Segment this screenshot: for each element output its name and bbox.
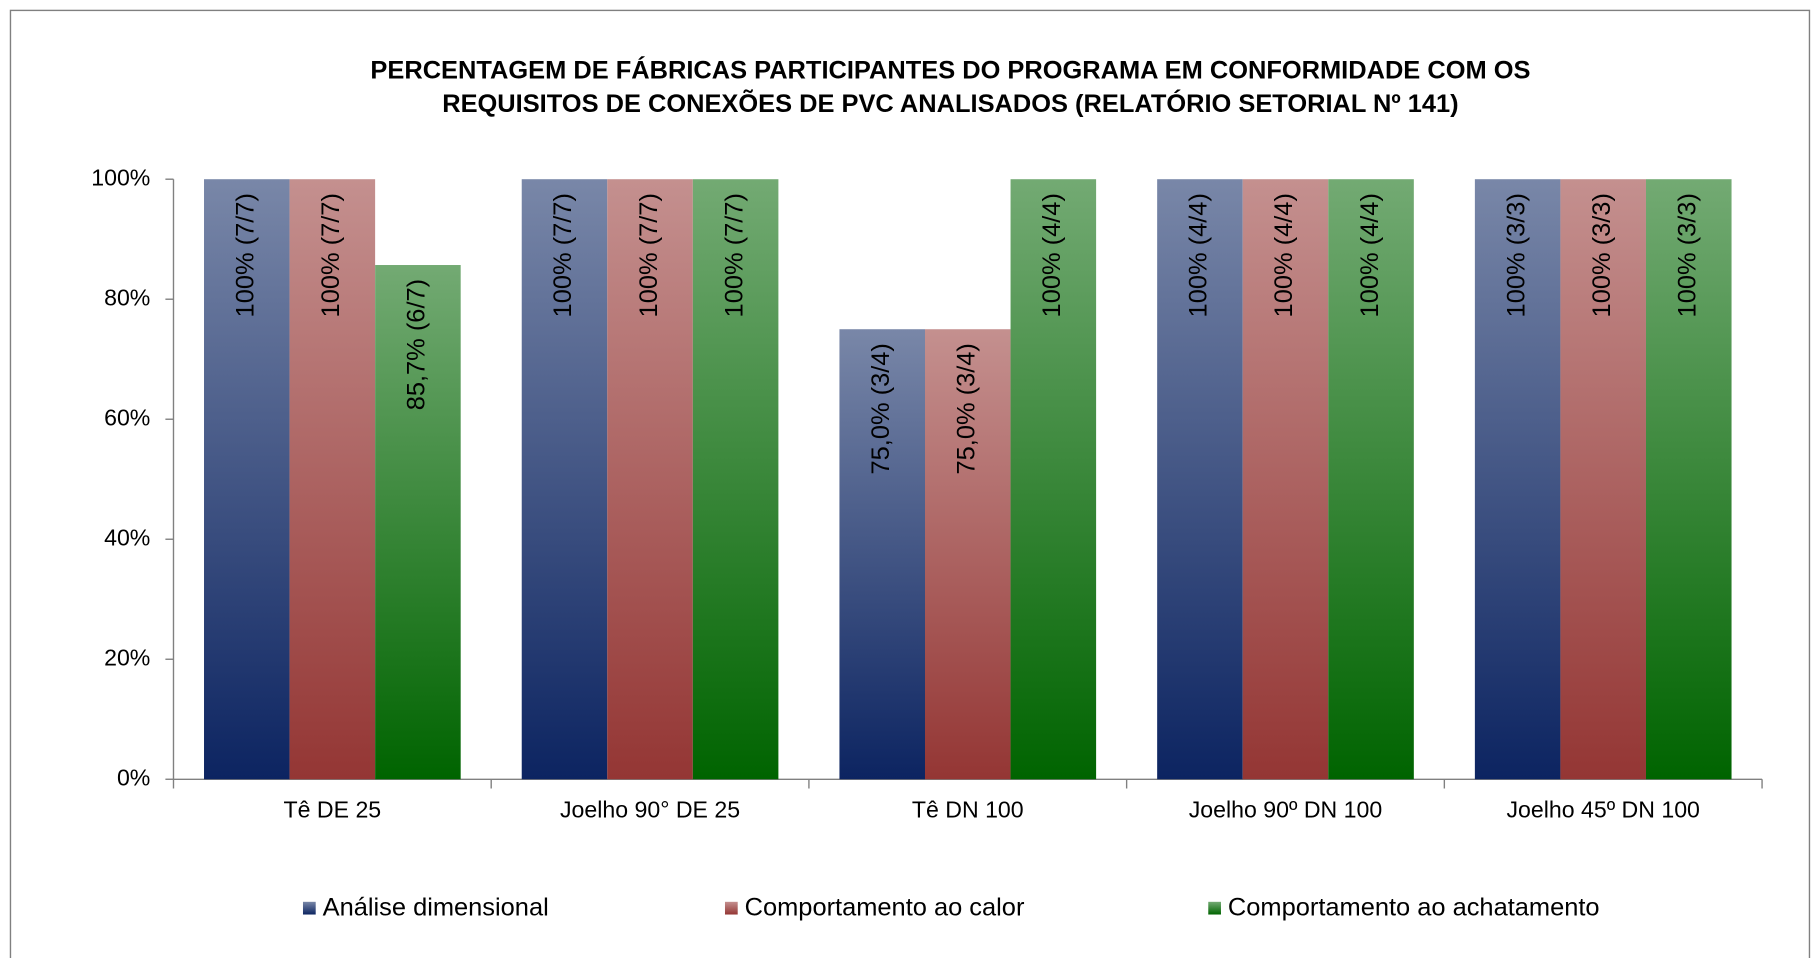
y-tick-label: 0% [117,764,150,790]
chart-title: REQUISITOS DE CONEXÕES DE PVC ANALISADOS… [442,88,1458,118]
value-label: 100% (3/3) [1588,193,1616,317]
x-tick-label: Joelho 90° DE 25 [560,797,740,823]
bar [1328,179,1414,780]
legend-swatch [302,901,316,915]
value-label: 100% (7/7) [549,193,577,317]
x-tick-label: Tê DN 100 [912,797,1024,823]
bar [692,179,779,780]
bar [1157,179,1243,780]
value-label: 75,0% (3/4) [952,343,980,474]
y-tick-label: 60% [104,404,150,430]
bar [1474,179,1561,780]
value-label: 100% (7/7) [635,193,663,317]
y-tick-label: 80% [104,284,150,310]
bar [1010,179,1097,780]
value-label: 100% (4/4) [1270,193,1298,317]
value-label: 100% (7/7) [720,193,748,317]
value-label: 100% (4/4) [1038,193,1066,317]
legend-label: Comportamento ao calor [745,893,1025,921]
bar [1242,179,1329,780]
value-label: 85,7% (6/7) [403,279,431,410]
y-tick-label: 40% [104,524,150,550]
bar [204,179,290,780]
value-label: 100% (4/4) [1185,193,1213,317]
x-tick-label: Joelho 45º DN 100 [1506,797,1699,823]
bar [521,179,608,780]
y-tick-label: 20% [104,644,150,670]
bar [839,329,925,780]
x-tick-label: Joelho 90º DN 100 [1189,797,1382,823]
value-label: 100% (3/3) [1673,193,1701,317]
y-tick-label: 100% [91,164,150,190]
legend-swatch [724,901,738,915]
bar [375,265,461,780]
chart-title: PERCENTAGEM DE FÁBRICAS PARTICIPANTES DO… [370,55,1530,84]
legend-swatch [1208,901,1221,915]
x-tick-label: Tê DE 25 [284,797,382,823]
bar [924,329,1011,780]
value-label: 100% (7/7) [317,193,345,317]
bar [1560,179,1646,780]
value-label: 100% (4/4) [1356,193,1384,317]
bar [607,179,693,780]
bar [1645,179,1732,780]
value-label: 100% (3/3) [1502,193,1530,317]
value-label: 100% (7/7) [232,193,260,317]
legend-label: Análise dimensional [323,893,549,921]
bar [289,179,376,780]
value-label: 75,0% (3/4) [867,343,895,474]
legend-label: Comportamento ao achatamento [1228,893,1600,921]
